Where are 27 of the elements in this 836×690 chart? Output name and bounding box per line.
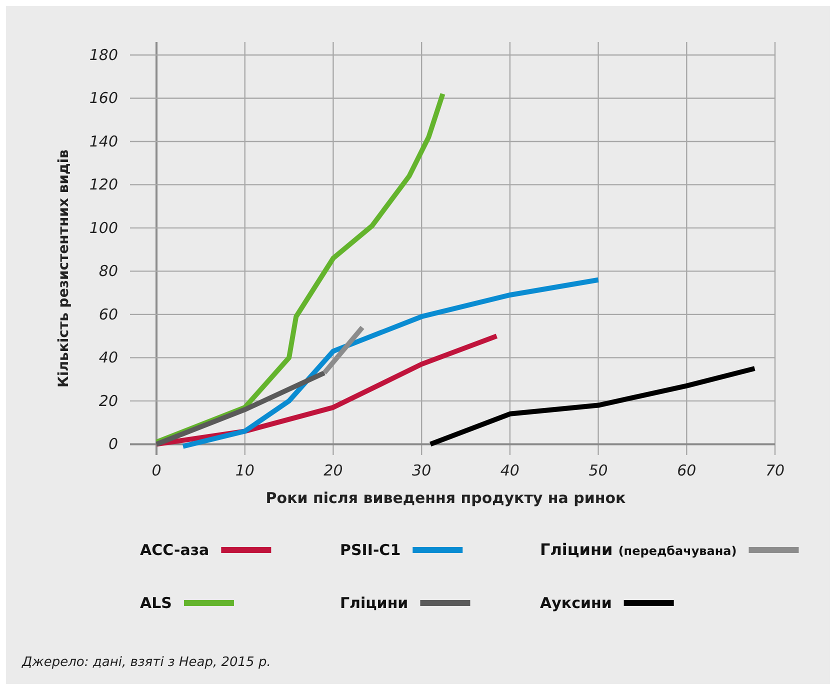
x-tick-label: 50 [588,462,608,480]
legend-label: PSII-C1 [340,541,401,559]
y-tick-label: 60 [98,305,118,324]
x-tick-label: 70 [765,462,785,480]
x-axis-title: Роки після виведення продукту на ринок [266,489,626,507]
x-tick-label: 30 [412,462,432,480]
y-tick-label: 180 [89,46,118,64]
x-tick-label: 60 [677,462,696,480]
y-tick-label: 20 [98,392,118,410]
x-tick-label: 10 [235,462,254,480]
text: Джерело: дані, взяті з Heap, 2015 р. [21,655,271,670]
legend-label: ALS [140,594,172,612]
y-tick-label: 160 [89,89,118,108]
legend-label: Гліцини (передбачувана) [540,540,737,559]
legend-label: Гліцини [340,594,408,612]
y-tick-label: 140 [89,132,118,150]
y-tick-label: 40 [98,348,118,366]
y-axis-title: Кількість резистентних видів [56,149,72,388]
y-tick-label: 120 [89,176,118,194]
y-tick-label: 80 [98,262,118,280]
x-tick-label: 40 [500,462,520,480]
legend-label: ACC-аза [140,541,210,559]
y-tick-label: 100 [89,218,118,237]
x-tick-label: 0 [152,462,162,480]
x-tick-label: 20 [324,462,343,480]
legend-label: Ауксини [540,594,612,612]
y-tick-label: 0 [108,434,118,453]
